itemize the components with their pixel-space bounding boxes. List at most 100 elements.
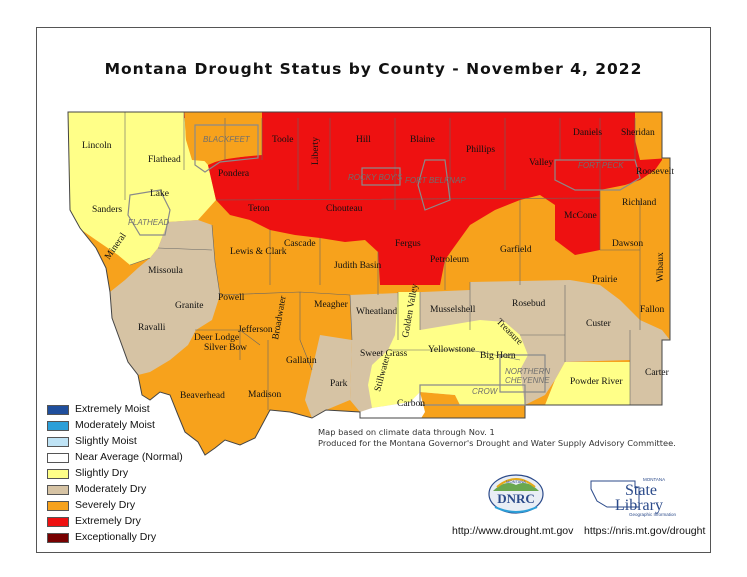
county-label: Chouteau [326,204,363,214]
note-produced-for: Produced for the Montana Governor's Drou… [318,438,676,448]
legend-item-slightly-dry: Slightly Dry [47,467,287,481]
county-label: Park [330,379,348,389]
county-north-extremely-dry [184,112,662,285]
county-label: Carter [645,368,670,378]
county-label: Blaine [410,135,435,145]
legend-swatch [47,517,69,527]
fort-belknap-outline [417,159,451,211]
county-label: Carbon [397,399,425,409]
state-library-logo-top: MONTANA [643,477,665,482]
reservation-label-northern-cheyenne-1: NORTHERN [505,367,550,376]
county-label: Pondera [218,169,250,179]
legend-item-moderately-dry: Moderately Dry [47,483,287,497]
state-library-logo: MONTANA State Library Geographic Informa… [590,477,677,517]
county-sheridan-severely-dry [635,112,670,160]
county-label: Lincoln [82,141,112,151]
county-fill-group [68,112,670,455]
reservation-label-fort-belknap: FORT BELKNAP [405,176,466,185]
legend-label: Extremely Moist [75,403,150,415]
dnrc-logo-text: DNRC [497,491,535,506]
legend-label: Moderately Moist [75,419,155,431]
state-library-logo-line2: Library [615,497,663,514]
county-label: Wibaux [656,252,666,282]
reservation-label-rocky-boys: ROCKY BOY'S [348,173,403,182]
county-label: Ravalli [138,323,166,333]
legend-item-severely-dry: Severely Dry [47,499,287,513]
state-library-logo-sub: Geographic Information [629,512,677,517]
county-label: Gallatin [286,356,317,366]
county-label: Big Horn [480,351,516,361]
county-label: Valley [529,158,554,168]
county-label: Beaverhead [180,391,225,401]
legend-item-slightly-moist: Slightly Moist [47,435,287,449]
fort-peck-outline [554,159,641,191]
county-label: Liberty [311,137,321,165]
county-label: Hill [356,135,371,145]
county-label: Dawson [612,239,643,249]
legend-swatch [47,453,69,463]
county-label: Granite [175,301,204,311]
legend-label: Exceptionally Dry [75,531,157,543]
county-powder-river-slightly-dry [545,362,630,405]
reservation-label-fort-peck: FORT PECK [578,161,624,170]
state-outline [67,111,671,456]
county-label: Deer Lodge [194,333,239,343]
nris-url-link[interactable]: https://nris.mt.gov/drought [584,525,706,537]
county-label: Prairie [592,275,617,285]
legend-label: Slightly Dry [75,467,129,479]
county-label: Silver Bow [204,343,247,353]
county-label: Fergus [395,239,421,249]
county-label: Powder River [570,377,623,387]
blackfeet-outline [194,124,259,173]
reservation-label-blackfeet: BLACKFEET [203,135,251,144]
county-label: Sanders [92,205,122,215]
legend-item-exceptionally-dry: Exceptionally Dry [47,531,287,545]
county-west-moderately-dry [110,220,220,375]
county-label: Fallon [640,305,665,315]
legend-label: Moderately Dry [75,483,147,495]
legend-swatch [47,437,69,447]
legend-label: Extremely Dry [75,515,141,527]
legend-label: Slightly Moist [75,435,137,447]
county-label: Yellowstone [428,345,475,355]
flathead-res-outline [127,189,171,236]
county-label: Wheatland [356,307,397,317]
legend-label: Near Average (Normal) [75,451,183,463]
county-label: Custer [586,319,612,329]
legend-swatch [47,501,69,511]
state-library-logo-line1: State [625,482,657,499]
county-label: Meagher [314,300,349,310]
legend-swatch [47,485,69,495]
legend-item-extremely-moist: Extremely Moist [47,403,287,417]
legend-item-near-average: Near Average (Normal) [47,451,287,465]
rocky-boys-outline [361,167,401,186]
county-carbon-near-average [360,392,425,420]
county-label: Phillips [466,145,495,155]
county-label: Judith Basin [334,261,381,271]
county-label: Lewis & Clark [230,247,287,257]
county-label: Sheridan [621,128,655,138]
drought-url-link[interactable]: http://www.drought.mt.gov [452,525,574,537]
county-label: Richland [622,198,657,208]
map-title: Montana Drought Status by County - Novem… [104,60,643,78]
legend-swatch [47,469,69,479]
county-label: Daniels [573,128,602,138]
county-northwest-slightly-dry [68,112,216,265]
legend-swatch [47,533,69,543]
legend-label: Severely Dry [75,499,136,511]
dnrc-logo-top: MONTANA [506,479,526,484]
county-label: Sweet Grass [360,349,408,359]
county-label: McCone [564,211,597,221]
county-label: Flathead [148,155,181,165]
county-label: Petroleum [430,255,470,265]
county-label: Rosebud [512,299,546,309]
reservation-boundaries [127,124,641,406]
county-label: Teton [248,204,270,214]
reservation-label-crow: CROW [472,387,499,396]
county-label: Toole [272,135,294,145]
county-park-moderately-dry [305,335,352,418]
county-label: Cascade [284,239,316,249]
legend-swatch [47,421,69,431]
county-label: Madison [248,390,282,400]
